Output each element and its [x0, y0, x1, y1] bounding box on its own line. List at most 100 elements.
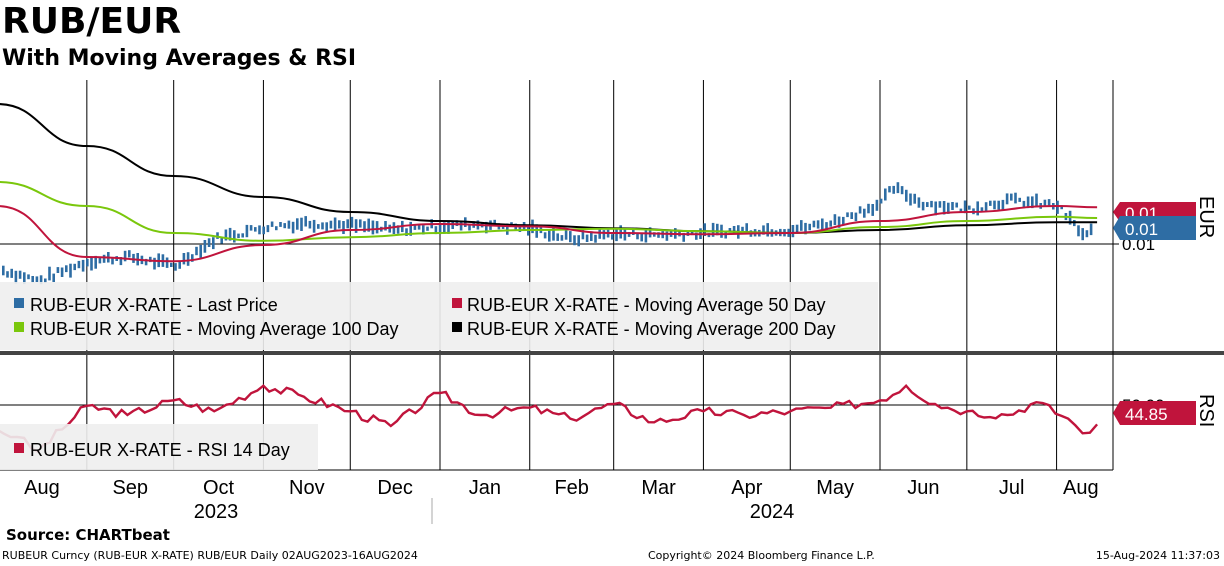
price-bar	[917, 197, 921, 208]
price-bar	[615, 227, 618, 242]
price-bar	[220, 238, 223, 244]
month-label: Oct	[203, 477, 235, 499]
price-bar	[363, 221, 366, 233]
price-bar	[821, 218, 824, 232]
price-bar	[930, 200, 933, 208]
price-bar	[98, 257, 102, 264]
price-bar	[900, 186, 904, 195]
price-bar	[254, 227, 257, 232]
price-bar	[245, 224, 249, 238]
price-bar	[846, 212, 849, 218]
price-bar	[90, 257, 93, 271]
month-label: Jun	[907, 477, 939, 499]
price-bar	[304, 216, 307, 227]
rsi-axis-unit: RSI	[1195, 394, 1217, 427]
price-bar	[375, 221, 379, 234]
month-label: Aug	[24, 477, 60, 499]
price-bar	[6, 271, 9, 278]
price-bar	[921, 201, 925, 211]
price-bar	[825, 222, 828, 232]
price-bar	[745, 223, 748, 235]
price-bar	[762, 225, 765, 235]
price-bar	[627, 232, 631, 237]
price-bar	[1005, 193, 1009, 205]
price-bar	[657, 232, 660, 238]
price-bar	[270, 221, 274, 227]
price-bar	[94, 255, 97, 269]
price-bar	[417, 223, 421, 230]
price-bar	[111, 258, 114, 265]
price-bar	[619, 225, 622, 239]
price-bar	[186, 252, 190, 266]
legend-swatch-last-price	[14, 298, 24, 308]
last-price-value-label: 0.01	[1125, 220, 1158, 239]
price-bar	[959, 208, 963, 213]
legend-swatch-ma50	[452, 298, 462, 308]
price-bar	[60, 267, 64, 277]
price-bar	[296, 218, 299, 230]
price-bar	[556, 233, 559, 241]
price-bar	[854, 212, 858, 222]
price-bar	[224, 229, 228, 241]
price-bar	[795, 224, 799, 234]
price-bar	[963, 200, 967, 214]
price-bar	[443, 222, 446, 234]
month-label: Nov	[289, 477, 325, 499]
price-bar	[485, 221, 488, 234]
price-bar	[938, 201, 942, 208]
rsi-line	[0, 383, 1099, 454]
price-bar	[863, 208, 866, 218]
price-bar	[976, 201, 979, 216]
price-bar	[833, 214, 837, 226]
price-bar	[871, 204, 874, 216]
price-bar	[275, 226, 278, 231]
price-bar	[384, 221, 387, 231]
price-bar	[842, 216, 845, 226]
price-bar	[178, 260, 181, 269]
price-bar	[459, 222, 463, 231]
price-bar	[228, 227, 232, 241]
price-bar	[690, 230, 694, 236]
price-bar	[1056, 200, 1059, 214]
price-bar	[1077, 225, 1080, 237]
price-bar	[741, 226, 744, 233]
price-bar	[888, 186, 891, 193]
price-bar	[997, 200, 1000, 210]
price-bar	[413, 224, 417, 230]
price-bar	[980, 207, 984, 212]
legend-ma50: RUB-EUR X-RATE - Moving Average 50 Day	[467, 295, 825, 315]
month-label: May	[816, 477, 854, 499]
price-bar	[506, 223, 509, 235]
chart-title: RUB/EUR	[2, 1, 182, 42]
price-bar	[1031, 196, 1034, 209]
price-bar	[884, 188, 887, 201]
price-bar	[216, 232, 219, 239]
legend-ma100: RUB-EUR X-RATE - Moving Average 100 Day	[30, 319, 398, 339]
price-bar	[493, 219, 496, 225]
price-bar	[27, 274, 30, 280]
price-bar	[548, 230, 551, 242]
price-bar	[879, 198, 883, 204]
price-bar	[144, 258, 148, 266]
price-bar	[426, 226, 429, 231]
price-bar	[602, 230, 606, 240]
price-bar	[396, 225, 400, 234]
month-label: Dec	[377, 477, 413, 499]
price-bar	[1014, 192, 1017, 204]
price-bar	[1081, 228, 1084, 241]
price-bar	[291, 221, 295, 234]
price-bar	[455, 220, 459, 226]
rsi-value-tag	[1113, 401, 1196, 425]
month-label: Jul	[999, 477, 1025, 499]
price-bar	[909, 193, 912, 206]
ma50-line	[0, 204, 1098, 263]
price-bar	[149, 256, 152, 263]
price-bar	[1060, 205, 1063, 210]
price-bar	[354, 219, 358, 233]
price-bar	[1085, 230, 1089, 238]
price-bar	[249, 225, 253, 231]
price-bar	[48, 266, 51, 281]
price-bar	[648, 227, 652, 238]
price-bar	[732, 226, 736, 234]
price-bar	[905, 189, 908, 202]
